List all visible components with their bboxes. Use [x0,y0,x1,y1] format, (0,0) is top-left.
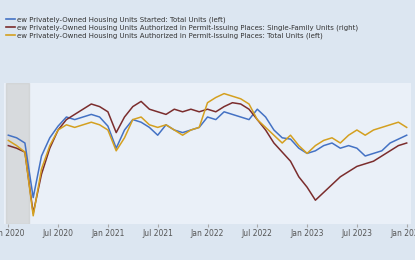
Legend: ew Privately-Owned Housing Units Started: Total Units (left), ew Privately-Owned: ew Privately-Owned Housing Units Started… [4,14,361,42]
Bar [6,83,29,224]
